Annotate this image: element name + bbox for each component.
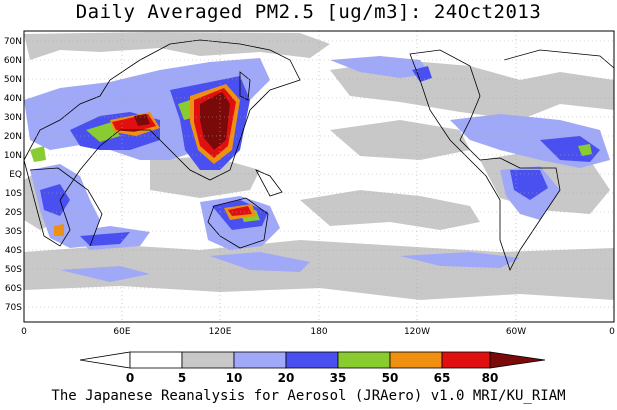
colorbar-bin [285, 351, 339, 369]
map-title: Daily Averaged PM2.5 [ug/m3]: 24Oct2013 [75, 1, 542, 23]
lat-label: 60N [4, 56, 22, 66]
grid-lines [24, 31, 614, 322]
latitude-labels: 70N 60N 50N 40N 30N 20N 10N EQ 10S 20S 3… [4, 37, 22, 313]
lon-label: 0 [609, 327, 615, 337]
lat-label: 40S [5, 246, 22, 256]
colorbar-tick: 5 [178, 371, 186, 385]
lat-label: 70N [4, 37, 22, 47]
lat-label: 30N [4, 113, 22, 123]
colorbar-tick: 80 [482, 371, 499, 385]
lat-label: 10N [4, 151, 22, 161]
lon-label: 0 [21, 327, 27, 337]
lat-label: 50N [4, 75, 22, 85]
coastlines [23, 39, 615, 272]
colorbar-bin [389, 351, 443, 369]
colorbar-bin [337, 351, 391, 369]
longitude-labels: 0 60E 120E 180 120W 60W 0 [21, 327, 615, 337]
lon-label: 120E [209, 327, 232, 337]
lon-label: 60E [113, 327, 130, 337]
lat-label: 60S [5, 284, 22, 294]
colorbar-tick: 10 [226, 371, 243, 385]
lat-label: 20N [4, 132, 22, 142]
attribution-footer: The Japanese Reanalysis for Aerosol (JRA… [51, 388, 566, 404]
colorbar-arrow-high [489, 351, 546, 369]
concentration-level-80 [134, 92, 230, 150]
lat-label: 70S [5, 303, 22, 313]
colorbar-arrow-low [79, 351, 131, 369]
colorbar-tick: 20 [278, 371, 295, 385]
lat-label: 20S [5, 208, 22, 218]
colorbar: 0 5 10 20 35 50 65 80 [79, 351, 546, 385]
lat-label: 10S [5, 189, 22, 199]
lat-label: 50S [5, 265, 22, 275]
lon-label: 60W [506, 327, 526, 337]
map-frame [23, 30, 615, 323]
colorbar-tick: 50 [382, 371, 399, 385]
lon-label: 180 [310, 327, 327, 337]
lon-label: 120W [404, 327, 430, 337]
colorbar-tick: 35 [330, 371, 347, 385]
lat-label: EQ [9, 170, 22, 180]
colorbar-bin [233, 351, 287, 369]
colorbar-tick: 0 [126, 371, 134, 385]
lat-label: 30S [5, 227, 22, 237]
colorbar-tick: 65 [434, 371, 451, 385]
colorbar-bin [129, 351, 183, 369]
map-plot-area [23, 30, 615, 323]
lat-label: 40N [4, 94, 22, 104]
colorbar-bin [181, 351, 235, 369]
colorbar-bin [441, 351, 491, 369]
